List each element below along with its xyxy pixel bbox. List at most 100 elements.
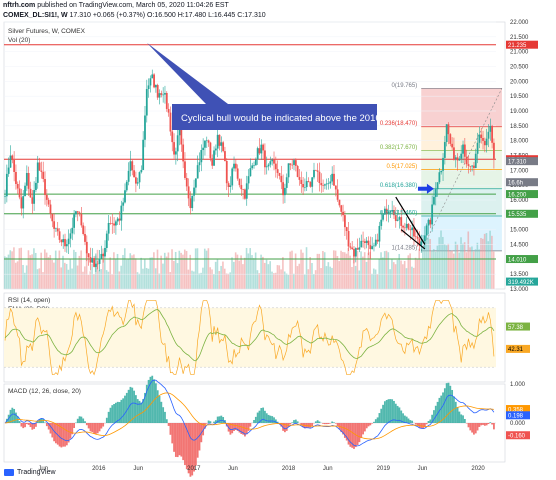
volume-bar bbox=[380, 252, 382, 289]
candle-body bbox=[265, 166, 268, 168]
candle-body bbox=[376, 239, 379, 242]
candle-body bbox=[304, 187, 306, 188]
candle-body bbox=[382, 214, 384, 220]
macd-histogram-bar bbox=[294, 419, 297, 423]
volume-bar bbox=[332, 250, 335, 289]
macd-histogram-bar bbox=[118, 402, 121, 423]
volume-bar bbox=[78, 255, 81, 289]
volume-bar bbox=[412, 267, 415, 289]
macd-histogram-bar bbox=[247, 423, 250, 431]
fib-zone-3 bbox=[421, 169, 502, 189]
macd-histogram-bar bbox=[93, 423, 95, 434]
macd-histogram-bar bbox=[371, 423, 374, 424]
candle-body bbox=[471, 165, 474, 167]
time-tick-label: Jun bbox=[228, 466, 238, 472]
volume-bar bbox=[29, 255, 32, 289]
volume-bar bbox=[194, 248, 197, 289]
candle-body bbox=[291, 164, 294, 166]
candle-body bbox=[353, 249, 355, 257]
macd-histogram-bar bbox=[333, 422, 335, 423]
volume-bar bbox=[287, 274, 290, 289]
annotation-box[interactable] bbox=[172, 104, 377, 130]
volume-bar bbox=[296, 266, 299, 289]
hline-price-label: 14.010 bbox=[508, 257, 527, 263]
macd-histogram-bar bbox=[76, 418, 79, 423]
macd-histogram-bar bbox=[65, 423, 68, 446]
macd-histogram-bar bbox=[191, 423, 194, 476]
candle-body bbox=[482, 137, 484, 141]
macd-histogram-bar bbox=[260, 408, 263, 423]
candle-body bbox=[465, 156, 468, 165]
price-tick-label: 19.000 bbox=[510, 109, 529, 115]
volume-bar bbox=[280, 269, 282, 289]
volume-bar bbox=[311, 263, 313, 289]
tradingview-logo-icon bbox=[4, 469, 14, 476]
candle-body bbox=[320, 183, 323, 186]
macd-histogram-bar bbox=[429, 419, 432, 423]
candle-body bbox=[4, 196, 6, 197]
candle-body bbox=[49, 204, 52, 214]
volume-bar bbox=[263, 262, 266, 289]
candle-body bbox=[211, 158, 214, 166]
wedge-lower-line[interactable] bbox=[400, 229, 426, 250]
candle-body bbox=[65, 244, 68, 247]
volume-bar bbox=[231, 257, 233, 289]
candle-body bbox=[78, 212, 81, 214]
falling-wedge-drawing[interactable] bbox=[395, 196, 426, 250]
volume-bar bbox=[74, 251, 77, 289]
candle-body bbox=[462, 144, 464, 154]
macd-histogram-bar bbox=[336, 423, 339, 427]
candle-body bbox=[491, 125, 494, 143]
candle-body bbox=[218, 134, 221, 146]
macd-histogram-bar bbox=[334, 423, 337, 424]
macd-histogram-bar bbox=[378, 413, 381, 423]
rsi-pane[interactable]: 42.31 57.38 bbox=[4, 300, 530, 376]
candle-body bbox=[414, 236, 417, 238]
candle-body bbox=[251, 165, 254, 169]
candle-body bbox=[40, 170, 43, 172]
volume-bar bbox=[238, 260, 241, 289]
volume-bar bbox=[98, 270, 101, 289]
volume-bar bbox=[167, 252, 170, 289]
candle-body bbox=[118, 218, 121, 221]
volume-bar bbox=[407, 255, 410, 289]
macd-histogram-bar bbox=[347, 423, 350, 445]
volume-bar bbox=[218, 271, 221, 289]
time-axis[interactable]: Jun 2016 Jun 2017 Jun 2018 Jun 2019 Jun 2020 bbox=[38, 466, 485, 472]
fibonacci-retracement[interactable] bbox=[420, 87, 503, 252]
macd-value-bg bbox=[506, 431, 530, 440]
volume-bar bbox=[22, 264, 24, 289]
volume-bar bbox=[140, 257, 142, 289]
macd-histogram-bar bbox=[402, 413, 404, 423]
candle-body bbox=[420, 241, 423, 246]
macd-histogram-bar bbox=[443, 388, 446, 423]
macd-legend: MACD (12, 26, close, 20) bbox=[8, 388, 81, 395]
candle-body bbox=[113, 223, 115, 226]
volume-bar bbox=[58, 250, 61, 289]
horizontal-lines[interactable] bbox=[4, 44, 496, 260]
volume-bar bbox=[371, 273, 373, 289]
wedge-upper-line[interactable] bbox=[395, 196, 426, 245]
macd-histogram-bar bbox=[87, 423, 90, 429]
candle-body bbox=[13, 160, 16, 172]
candle-body bbox=[342, 211, 344, 216]
macd-histogram-bar bbox=[262, 407, 265, 423]
macd-histogram-bar bbox=[396, 405, 399, 423]
macd-histogram-bar bbox=[360, 423, 363, 439]
candle-body bbox=[151, 74, 154, 79]
macd-histogram-bar bbox=[409, 420, 412, 423]
fib-label-0.236: 0.236(18.470) bbox=[380, 121, 417, 127]
volume-bars bbox=[4, 230, 495, 289]
hline-price-label-bg bbox=[506, 255, 538, 264]
candle-body bbox=[153, 74, 155, 88]
volume-bar bbox=[369, 251, 371, 289]
volume-bar bbox=[398, 253, 401, 289]
candle-body bbox=[284, 187, 286, 196]
macd-histogram-bar bbox=[100, 423, 103, 429]
volume-bar bbox=[396, 259, 399, 289]
volume-bar bbox=[349, 255, 351, 289]
volume-bar bbox=[436, 245, 439, 289]
volume-bar bbox=[187, 269, 190, 289]
